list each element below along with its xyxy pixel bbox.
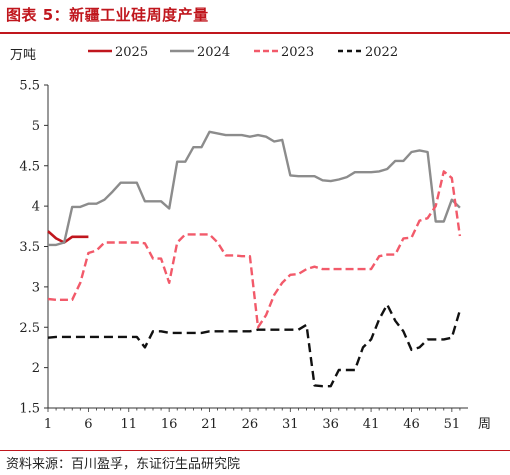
axes: 1.522.533.544.555.51 6 11 16 21 26 31 36 41 46 51 [19, 79, 468, 432]
x-tick-label: 41 [363, 417, 380, 432]
y-tick-label: 3.5 [19, 240, 40, 255]
x-tick-label: 11 [120, 417, 137, 432]
plot-area [47, 130, 462, 388]
y-tick-label: 4 [32, 200, 40, 215]
y-tick-label: 4.5 [19, 159, 40, 174]
y-tick-label: 2.5 [19, 321, 40, 336]
legend-label-2025: 2025 [115, 45, 148, 60]
x-tick-label: 6 [84, 417, 92, 432]
y-axis-unit-label: 万吨 [10, 48, 37, 63]
series-line-2024 [48, 130, 461, 247]
legend-label-2024: 2024 [197, 45, 230, 60]
legend: 2025 2024 2023 2022 [88, 45, 398, 60]
series-line-2025 [47, 230, 89, 244]
legend-label-2022: 2022 [365, 45, 398, 60]
legend-label-2023: 2023 [281, 45, 314, 60]
y-tick-label: 5 [32, 119, 40, 134]
x-tick-label: 31 [282, 417, 299, 432]
series-line-2023 [47, 170, 462, 329]
source-divider [0, 450, 510, 451]
y-tick-label: 2 [32, 361, 40, 376]
x-axis-unit-label: 周 [478, 417, 492, 432]
series-line-2022 [47, 303, 462, 388]
x-tick-label: 36 [322, 417, 339, 432]
x-tick-label: 46 [403, 417, 420, 432]
y-tick-label: 1.5 [19, 402, 40, 417]
title-divider [0, 32, 510, 34]
source-note: 资料来源：百川盈孚，东证衍生品研究院 [6, 457, 241, 472]
x-tick-label: 16 [161, 417, 178, 432]
y-tick-label: 3 [32, 280, 40, 295]
x-tick-label: 26 [242, 417, 259, 432]
x-tick-label: 21 [201, 417, 218, 432]
x-tick-label: 1 [44, 417, 52, 432]
x-tick-label: 51 [444, 417, 461, 432]
y-tick-label: 5.5 [19, 79, 40, 94]
chart-title: 图表 5：新疆工业硅周度产量 [6, 6, 209, 24]
